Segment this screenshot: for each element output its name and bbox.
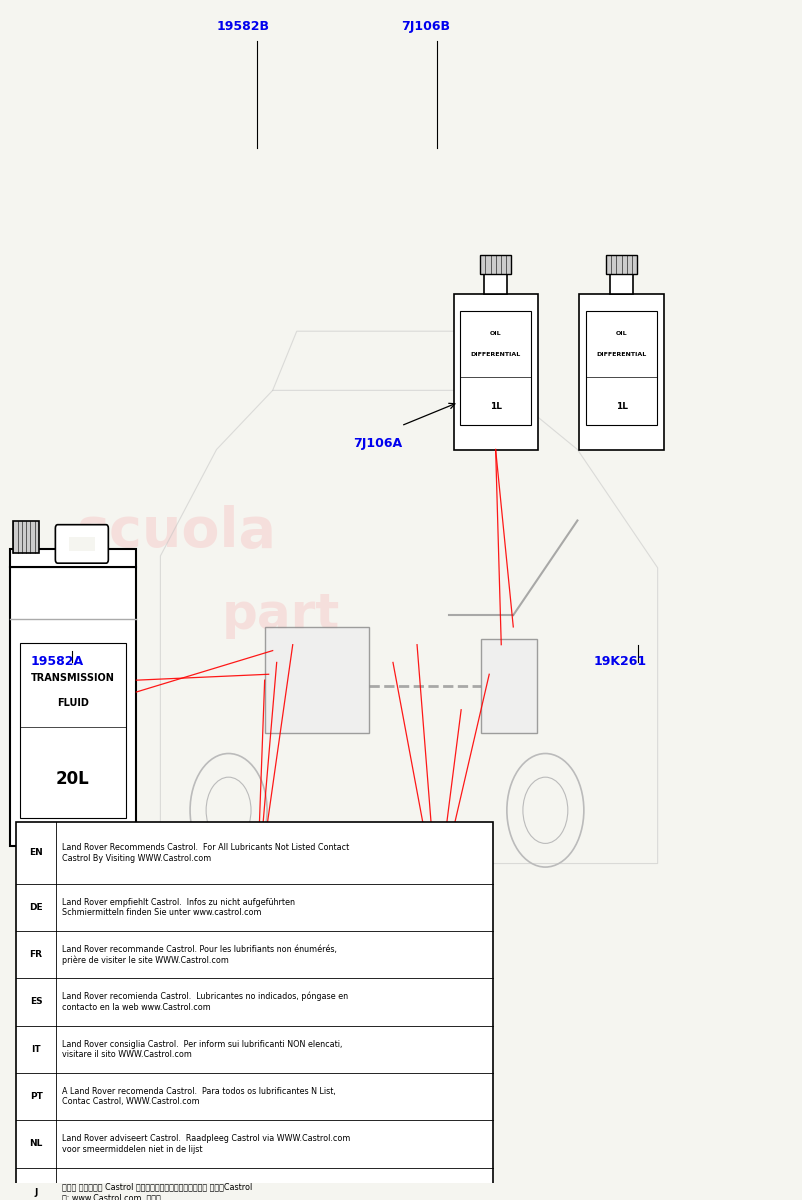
Bar xyxy=(215,944,298,1100)
Text: ES: ES xyxy=(30,997,43,1007)
Text: ランド ローバーは Castrol を推奨。リスト外の潤滑剤につい ては、Castrol
社: www.Castrol.com  まで。: ランド ローバーは Castrol を推奨。リスト外の潤滑剤につい ては、Cas… xyxy=(62,1183,252,1200)
Text: FLUID: FLUID xyxy=(246,1002,267,1007)
Text: 1L: 1L xyxy=(251,1052,262,1061)
Bar xyxy=(606,254,637,274)
Bar xyxy=(586,311,657,425)
Text: OIL: OIL xyxy=(616,331,627,336)
Text: 19582A: 19582A xyxy=(30,655,83,668)
Text: Land Rover adviseert Castrol.  Raadpleeg Castrol via WWW.Castrol.com
voor smeerm: Land Rover adviseert Castrol. Raadpleeg … xyxy=(62,1134,350,1153)
Bar xyxy=(20,643,126,818)
Text: NL: NL xyxy=(30,1139,43,1148)
Text: Land Rover consiglia Castrol.  Per inform sui lubrificanti NON elencati,
visitar: Land Rover consiglia Castrol. Per inform… xyxy=(62,1039,342,1058)
Bar xyxy=(454,294,537,450)
Bar xyxy=(480,254,511,274)
Text: FR: FR xyxy=(30,950,43,959)
Text: DE: DE xyxy=(30,902,43,912)
Bar xyxy=(10,566,136,846)
Text: TRANSFER
CASE: TRANSFER CASE xyxy=(419,1000,456,1010)
Bar xyxy=(16,822,493,1200)
Text: EN: EN xyxy=(29,848,43,857)
Text: 1L: 1L xyxy=(431,1052,443,1061)
Text: A Land Rover recomenda Castrol.  Para todos os lubrificantes N List,
Contac Cast: A Land Rover recomenda Castrol. Para tod… xyxy=(62,1087,335,1106)
Text: Land Rover recomienda Castrol.  Lubricantes no indicados, póngase en
contacto en: Land Rover recomienda Castrol. Lubricant… xyxy=(62,992,348,1012)
Bar xyxy=(245,924,269,944)
Text: IT: IT xyxy=(31,1045,41,1054)
Text: scuola: scuola xyxy=(76,505,277,559)
Text: TRANSMISSION: TRANSMISSION xyxy=(31,673,115,683)
Text: 7J106A: 7J106A xyxy=(353,437,402,450)
Text: 7J106B: 7J106B xyxy=(401,20,450,34)
Bar xyxy=(481,638,537,733)
Bar xyxy=(425,924,449,944)
Bar xyxy=(395,944,480,1100)
Bar xyxy=(221,961,292,1075)
Bar xyxy=(241,906,272,924)
Text: DIFFERENTIAL: DIFFERENTIAL xyxy=(597,352,646,356)
Text: PT: PT xyxy=(30,1092,43,1102)
Text: OIL: OIL xyxy=(490,331,501,336)
Text: 1L: 1L xyxy=(616,402,627,410)
Text: Land Rover recommande Castrol. Pour les lubrifiants non énumérés,
prière de visi: Land Rover recommande Castrol. Pour les … xyxy=(62,944,337,965)
Text: Land Rover empfiehlt Castrol.  Infos zu nicht aufgeführten
Schmiermitteln finden: Land Rover empfiehlt Castrol. Infos zu n… xyxy=(62,898,295,917)
Text: FLUID: FLUID xyxy=(57,697,89,708)
Text: 19582B: 19582B xyxy=(217,20,269,34)
Bar xyxy=(10,550,136,566)
FancyBboxPatch shape xyxy=(55,524,108,563)
Bar xyxy=(579,294,663,450)
Text: 1L: 1L xyxy=(490,402,501,410)
Text: DIFFERENTIAL: DIFFERENTIAL xyxy=(471,352,520,356)
Bar xyxy=(422,906,452,924)
Text: 19K261: 19K261 xyxy=(593,655,646,668)
Bar xyxy=(610,274,634,294)
Bar xyxy=(69,536,95,551)
Text: part: part xyxy=(221,592,340,640)
Text: 20L: 20L xyxy=(56,770,90,788)
Text: OIL: OIL xyxy=(431,982,443,986)
Text: Land Rover Recommends Castrol.  For All Lubricants Not Listed Contact
Castrol By: Land Rover Recommends Castrol. For All L… xyxy=(62,844,349,863)
Bar xyxy=(484,274,508,294)
Bar xyxy=(14,521,38,553)
Text: J: J xyxy=(34,1188,38,1196)
Text: TRANSMISSION: TRANSMISSION xyxy=(229,982,284,986)
Bar xyxy=(402,961,472,1075)
Bar xyxy=(265,626,369,733)
Bar xyxy=(460,311,531,425)
